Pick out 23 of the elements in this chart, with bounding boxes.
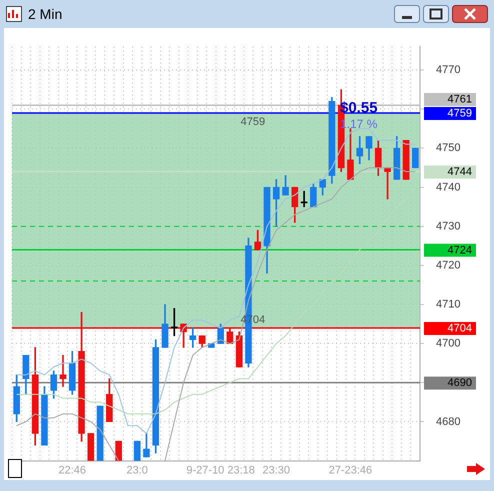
ref-line-label: 4690 (448, 377, 472, 390)
y-tick-label: 4680 (436, 416, 460, 428)
x-tick-label: 9-27-10 23:18 (186, 464, 255, 476)
candlestick (60, 354, 66, 387)
x-tick-label: 23:0 (126, 464, 148, 476)
x-tick-label: 23:30 (262, 464, 290, 476)
y-tick-label: 4730 (436, 220, 460, 232)
ref-line-label: 4704 (448, 322, 472, 334)
y-tick-label: 4720 (436, 259, 460, 272)
ref-line-label: 4761 (448, 94, 472, 106)
candlestick (384, 167, 391, 200)
y-tick-label: 4740 (436, 181, 460, 194)
y-tick-label: 4710 (436, 298, 460, 311)
y-tick-label: 4750 (436, 142, 460, 154)
x-tick-label: 27-23:46 (328, 464, 372, 476)
ref-line-label: 4759 (448, 108, 472, 120)
y-tick-label: 4770 (436, 64, 460, 76)
annotation: 4759 (240, 116, 266, 128)
ref-line-label: 4724 (448, 244, 472, 256)
x-tick-label: 22:46 (58, 464, 86, 476)
ref-line-label: 4744 (448, 166, 472, 178)
chart-title: 2 Min (28, 6, 62, 22)
y-tick-label: 4700 (436, 338, 460, 350)
